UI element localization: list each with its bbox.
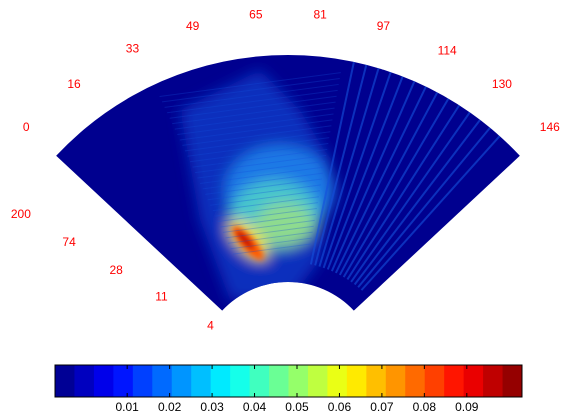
range-tick-label: 4: [207, 318, 214, 332]
streak: [227, 231, 313, 244]
streak: [182, 125, 332, 146]
heat-region: [255, 203, 315, 247]
streak: [217, 208, 317, 223]
streak: [330, 80, 416, 272]
colorbar-tick-label: 0.03: [200, 400, 224, 414]
angle-tick-label: 81: [313, 8, 327, 22]
streak: [192, 148, 328, 168]
colorbar-swatch: [502, 365, 523, 397]
colorbar-swatch: [444, 365, 465, 397]
colorbar-tick-label: 0.07: [370, 400, 394, 414]
streak: [205, 178, 323, 195]
colorbar-frame: [54, 364, 523, 398]
colorbar-swatch: [93, 365, 114, 397]
colorbar-tick-label: 0.05: [285, 400, 309, 414]
streak: [353, 119, 481, 286]
colorbar-swatch: [385, 365, 406, 397]
streak: [230, 237, 312, 250]
streak: [232, 243, 311, 255]
colorbar-swatch: [483, 365, 504, 397]
colorbar-swatch: [55, 365, 75, 397]
colorbar-tick-label: 0.01: [115, 400, 139, 414]
streak: [169, 95, 337, 119]
colorbar-tick-label: 0.04: [243, 400, 267, 414]
angle-tick-label: 49: [186, 19, 200, 33]
streak: [342, 98, 450, 278]
heat-region: [235, 229, 255, 251]
colorbar-swatch: [113, 365, 134, 397]
streak: [174, 107, 335, 130]
range-tick-label: 74: [62, 235, 76, 249]
angle-tick-label: 16: [67, 77, 81, 91]
streak: [360, 135, 501, 291]
range-tick-label: 28: [109, 263, 123, 277]
streak: [210, 190, 321, 206]
angle-tick-label: 0: [23, 120, 30, 134]
streak: [172, 101, 336, 125]
streak: [314, 64, 368, 266]
streak: [222, 219, 315, 233]
streak: [159, 72, 341, 97]
colorbar-tick-label: 0.02: [158, 400, 182, 414]
angle-tick-label: 33: [126, 42, 140, 56]
angle-tick-label: 114: [438, 43, 457, 57]
colorbar-swatch: [288, 365, 309, 397]
range-tick-label: 200: [11, 207, 31, 221]
range-tick-label: 11: [155, 290, 168, 304]
colorbar-swatch: [307, 365, 328, 397]
colorbar: 0.01 0.02 0.03 0.04 0.05 0.06 0.07 0.08 0.09: [54, 364, 523, 414]
streak: [225, 225, 314, 239]
streak: [322, 71, 392, 269]
streak: [189, 143, 329, 163]
colorbar-swatch: [366, 365, 387, 397]
streak: [334, 86, 427, 274]
streak: [177, 113, 334, 136]
streak: [346, 104, 461, 280]
angle-tick-label: 130: [492, 77, 512, 91]
angle-tick-label: 146: [540, 120, 560, 134]
angle-tick-label: 97: [377, 19, 391, 33]
streak: [207, 184, 322, 201]
streaks: [159, 61, 501, 291]
angle-tick-label: 65: [249, 8, 263, 22]
streak: [202, 172, 324, 190]
streak: [197, 160, 326, 179]
colorbar-swatch: [346, 365, 367, 397]
colorbar-swatch: [171, 365, 192, 397]
colorbar-swatch: [327, 365, 348, 397]
colorbar-tick-label: 0.08: [413, 400, 437, 414]
colorbar-swatch: [405, 365, 426, 397]
colorbar-swatch: [191, 365, 212, 397]
streak: [318, 67, 380, 267]
colorbar-swatch: [424, 365, 445, 397]
heatmap: [159, 61, 501, 300]
colorbar-swatch: [230, 365, 251, 397]
streak: [187, 137, 330, 157]
colorbar-tick-label: 0.09: [455, 400, 479, 414]
streak: [220, 213, 316, 228]
streak: [184, 131, 331, 152]
streak: [179, 119, 333, 141]
colorbar-swatch: [210, 365, 231, 397]
streak: [200, 166, 325, 184]
streak: [338, 91, 439, 276]
streak: [350, 111, 471, 283]
streak: [326, 76, 404, 270]
colorbar-swatch: [269, 365, 289, 397]
colorbar-swatch: [249, 365, 270, 397]
colorbar-swatch: [152, 365, 173, 397]
streak: [164, 83, 339, 108]
streak: [212, 196, 319, 212]
colorbar-tick-label: 0.06: [328, 400, 352, 414]
colorbar-swatch: [132, 365, 153, 397]
colorbar-swatch: [74, 365, 95, 397]
colorbar-swatch: [463, 365, 484, 397]
streak: [167, 89, 338, 114]
streak: [194, 154, 327, 174]
streak: [161, 78, 340, 103]
streak: [309, 61, 355, 265]
streak: [357, 127, 491, 288]
streak: [215, 202, 318, 217]
